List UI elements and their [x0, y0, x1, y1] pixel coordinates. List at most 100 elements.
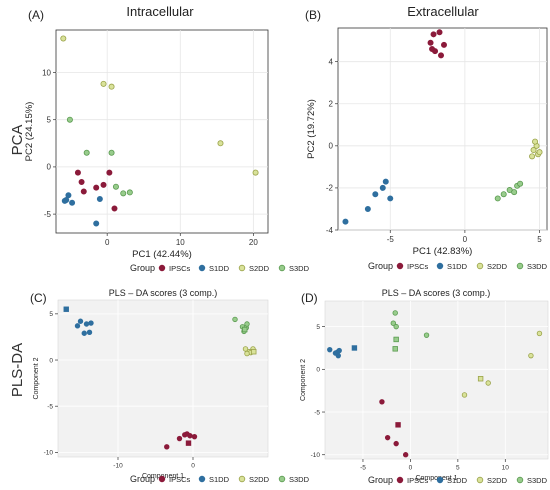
data-point-s3dd: [511, 189, 518, 196]
data-point-ipscs: [436, 29, 443, 36]
data-point-s1dd: [63, 306, 69, 312]
chart-title: Intracellular: [126, 4, 194, 19]
y-tick-label: -10: [311, 452, 321, 459]
y-tick-label: -5: [47, 403, 53, 410]
x-axis-label: PC1 (42.44%): [132, 249, 192, 260]
plot-area: [324, 300, 549, 460]
data-point-s1dd: [63, 196, 70, 203]
x-tick-label: -5: [360, 465, 366, 472]
data-point-ipscs: [384, 434, 391, 441]
legend-marker-s1dd: [198, 264, 206, 272]
legend-label-s1dd: S1DD: [209, 264, 230, 273]
y-tick-label: -5: [44, 210, 52, 219]
legend-marker-s2dd: [476, 476, 484, 484]
data-point-ipscs: [184, 431, 190, 437]
x-tick-label: 10: [502, 465, 510, 472]
data-point-s3dd: [393, 323, 399, 330]
data-point-s1dd: [332, 350, 339, 356]
data-point-s3dd: [120, 190, 127, 197]
y-tick-label: -2: [326, 184, 334, 193]
chart-title: PLS – DA scores (3 comp.): [382, 288, 491, 298]
data-point-s3dd: [500, 191, 507, 198]
y-tick-label: 4: [329, 57, 334, 66]
panel-a: 0 10 20 -5 0 5 10 PC1 (42.44%) PC2 (24.15%) Intra…: [24, 4, 310, 273]
data-point-s1dd: [88, 320, 94, 326]
data-point-ipscs: [402, 452, 409, 458]
data-point-ipscs: [93, 184, 100, 191]
y-tick-label: 2: [329, 100, 334, 109]
data-point-s1dd: [83, 321, 90, 327]
legend-label-ipscs: IPSCs: [407, 476, 429, 485]
legend-marker-ipscs: [396, 262, 404, 270]
legend-marker-ipscs: [158, 475, 166, 483]
legend-label-s1dd: S1DD: [447, 476, 468, 485]
data-point-s3dd: [83, 149, 90, 156]
y-tick-label: -10: [44, 450, 54, 457]
data-point-s1dd: [336, 347, 342, 354]
data-point-s1dd: [379, 184, 386, 191]
row-label-plsda: PLS-DA: [9, 343, 26, 397]
row-label-pca: PCA: [9, 125, 26, 156]
legend-marker-s3dd: [278, 264, 286, 272]
data-point-s1dd: [69, 199, 76, 206]
data-point-s1dd: [81, 330, 87, 336]
x-tick-label: -10: [113, 463, 123, 470]
data-point-s1dd: [364, 205, 371, 212]
legend-marker-ipscs: [396, 476, 404, 484]
data-point-s3dd: [66, 116, 73, 123]
data-point-s3dd: [393, 336, 399, 343]
x-tick-label: 10: [176, 238, 185, 247]
data-point-ipscs: [106, 169, 113, 176]
data-point-ipscs: [111, 205, 118, 212]
plot-area: [55, 29, 269, 234]
panel-b: -5 0 5 -4 -2 0 2 4 PC1 (42.83%) PC2 (19.72%) Extra…: [305, 4, 548, 271]
data-point-s1dd: [382, 178, 389, 185]
data-point-s1dd: [65, 192, 72, 199]
data-point-ipscs: [164, 444, 170, 450]
x-tick-label: 0: [191, 463, 195, 470]
data-point-ipscs: [427, 39, 434, 46]
data-point-s1dd: [372, 191, 379, 198]
y-axis-label: Component 2: [33, 357, 40, 399]
data-point-s1dd: [77, 318, 84, 324]
data-point-s1dd: [387, 195, 394, 202]
data-point-s2dd: [530, 147, 537, 154]
y-tick-label: 5: [47, 115, 52, 124]
legend-label-s3dd: S3DD: [527, 476, 548, 485]
chart-title: Extracellular: [407, 4, 479, 19]
data-point-s2dd: [242, 346, 249, 352]
data-point-s3dd: [242, 326, 248, 333]
legend-label-s2dd: S2DD: [487, 262, 508, 271]
data-point-ipscs: [393, 440, 399, 447]
legend-title: Group: [368, 475, 393, 485]
data-point-s2dd: [100, 80, 107, 87]
y-tick-label: 0: [316, 367, 320, 374]
data-point-ipscs: [191, 433, 198, 440]
panel-label: (B): [305, 8, 321, 22]
data-point-ipscs: [440, 41, 447, 48]
data-point-s2dd: [528, 352, 534, 359]
y-tick-label: 5: [49, 311, 53, 318]
legend-marker-s3dd: [516, 262, 524, 270]
data-point-s3dd: [392, 346, 398, 352]
legend-label-s2dd: S2DD: [249, 475, 270, 484]
data-point-s2dd: [485, 380, 491, 386]
data-point-s2dd: [529, 153, 536, 160]
legend-label-s3dd: S3DD: [289, 264, 310, 273]
data-point-ipscs: [176, 435, 183, 442]
data-point-s2dd: [108, 83, 115, 90]
data-point-s1dd: [327, 346, 333, 353]
legend-marker-s2dd: [476, 262, 484, 270]
data-point-s2dd: [60, 35, 67, 42]
data-point-s2dd: [461, 392, 468, 398]
data-point-s2dd: [536, 330, 543, 337]
y-tick-label: -5: [314, 409, 320, 416]
data-point-s2dd: [252, 169, 259, 176]
x-tick-label: 5: [456, 465, 460, 472]
panel-d: -5 0 5 10 -10 -5 0 5 Component 1 Component 2 PLS –…: [300, 288, 549, 485]
data-point-ipscs: [80, 188, 87, 195]
x-axis-label: PC1 (42.83%): [413, 246, 473, 257]
y-tick-label: 10: [42, 68, 51, 77]
legend-title: Group: [130, 263, 155, 273]
x-tick-label: 0: [409, 465, 413, 472]
